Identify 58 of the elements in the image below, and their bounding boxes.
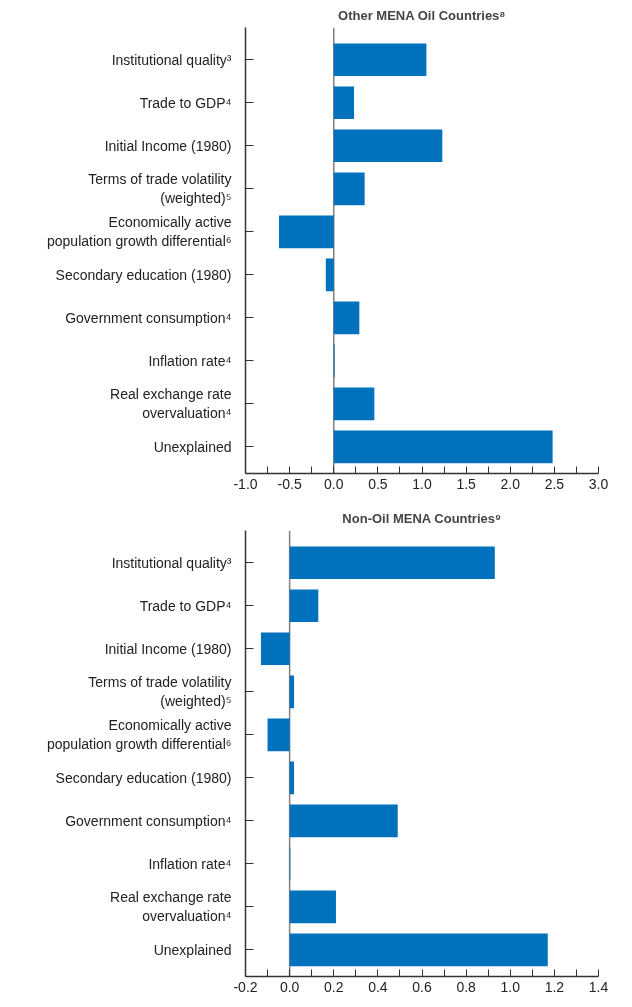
x-tick-label: -1.0 xyxy=(233,475,258,492)
bar xyxy=(333,129,443,163)
x-tick-label: 0.2 xyxy=(324,978,344,995)
bar xyxy=(289,675,295,709)
y-tick-label: Secondary education (1980) xyxy=(55,266,232,283)
y-tick-label: Unexplained xyxy=(153,941,232,958)
bar xyxy=(325,258,334,292)
x-tick-label: -0.2 xyxy=(233,978,258,995)
chart-title: Other MENA Oil Countries⁸ xyxy=(338,7,506,23)
bar xyxy=(289,546,495,580)
y-tick-label: Trade to GDP⁴ xyxy=(139,94,232,111)
x-tick-label: 0.6 xyxy=(412,978,432,995)
bar xyxy=(289,761,295,795)
bar xyxy=(333,301,360,335)
x-tick-label: 1.5 xyxy=(456,475,477,492)
y-tick-label: Institutional quality³ xyxy=(111,51,232,68)
bar xyxy=(260,632,290,666)
y-tick-label: Trade to GDP⁴ xyxy=(139,597,232,614)
y-tick-label: Inflation rate⁴ xyxy=(148,352,232,369)
x-tick-label: 2.5 xyxy=(544,475,565,492)
bar xyxy=(289,890,336,924)
x-tick-label: 0.0 xyxy=(324,475,344,492)
y-tick-label: Economically active population growth differential⁶ xyxy=(46,214,232,250)
y-tick-label: Government consumption⁴ xyxy=(65,812,232,829)
x-tick-label: -0.5 xyxy=(277,475,302,492)
y-tick-label: Inflation rate⁴ xyxy=(148,855,232,872)
bar xyxy=(333,387,375,421)
bar xyxy=(333,172,365,206)
y-tick-label: Initial Income (1980) xyxy=(104,137,232,154)
y-tick-label: Unexplained xyxy=(153,438,232,455)
chart-title: Non-Oil MENA Countries⁹ xyxy=(342,510,502,526)
x-tick-label: 0.8 xyxy=(456,978,477,995)
x-tick-label: 3.0 xyxy=(588,475,609,492)
bar xyxy=(333,86,355,120)
bar xyxy=(333,430,553,464)
y-tick-label: Government consumption⁴ xyxy=(65,309,232,326)
y-tick-label: Initial Income (1980) xyxy=(104,640,232,657)
y-tick-label: Real exchange rate overvaluation⁴ xyxy=(110,889,232,925)
bar xyxy=(279,215,334,249)
bar xyxy=(267,718,290,752)
bar xyxy=(289,804,398,838)
x-tick-label: 2.0 xyxy=(500,475,521,492)
x-tick-label: 0.5 xyxy=(368,475,388,492)
x-tick-label: 1.0 xyxy=(412,475,432,492)
y-tick-label: Economically active population growth differential⁶ xyxy=(46,717,232,753)
x-tick-label: 0.4 xyxy=(368,978,388,995)
bar xyxy=(289,589,319,623)
y-tick-label: Terms of trade volatility (weighted)⁵ xyxy=(88,171,232,207)
y-tick-label: Real exchange rate overvaluation⁴ xyxy=(110,386,232,422)
x-tick-label: 0.0 xyxy=(279,978,300,995)
x-tick-label: 1.4 xyxy=(588,978,609,995)
y-tick-label: Institutional quality³ xyxy=(111,554,232,571)
bar xyxy=(333,43,427,77)
x-tick-label: 1.2 xyxy=(544,978,565,995)
y-tick-label: Terms of trade volatility (weighted)⁵ xyxy=(88,674,232,710)
x-tick-label: 1.0 xyxy=(500,978,521,995)
y-tick-label: Secondary education (1980) xyxy=(55,769,232,786)
bar xyxy=(289,933,548,967)
